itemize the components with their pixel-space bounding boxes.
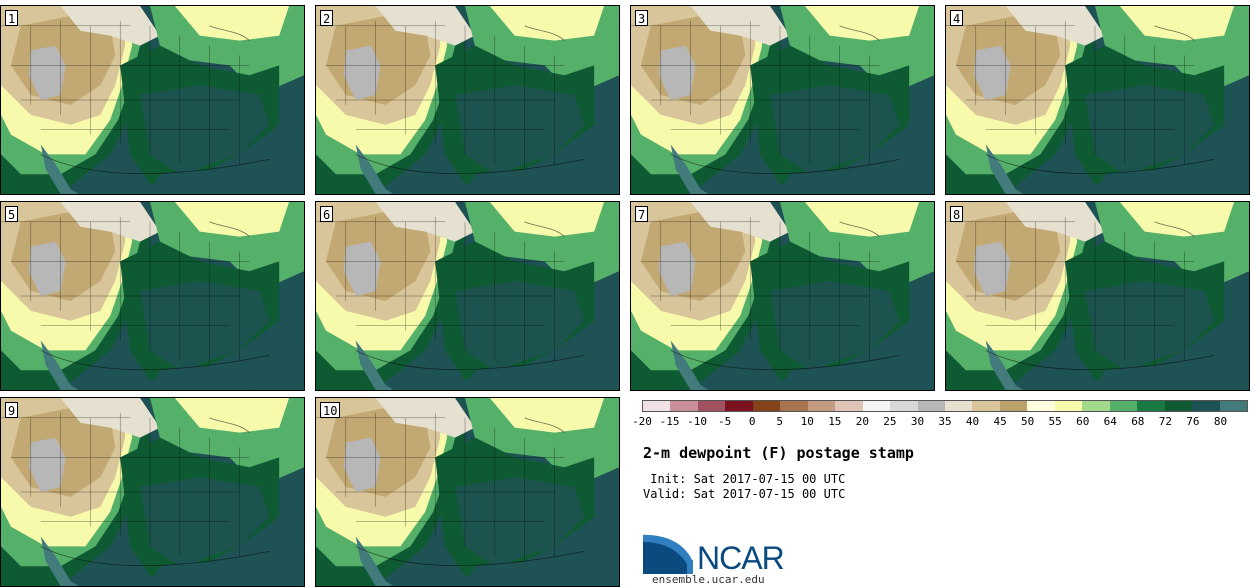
- member-number: 7: [635, 206, 649, 222]
- colorbar-tick-label: -5: [718, 415, 732, 428]
- member-panel-9: 9: [0, 397, 305, 587]
- colorbar-tick-label: 0: [748, 415, 756, 428]
- chart-title: 2-m dewpoint (F) postage stamp: [643, 444, 914, 462]
- dewpoint-map: [631, 202, 934, 390]
- dewpoint-map: [316, 6, 619, 194]
- colorbar-tick-label: 64: [1103, 415, 1117, 428]
- colorbar-tick-label: 30: [910, 415, 925, 428]
- dewpoint-map: [316, 398, 619, 586]
- colorbar-tick-label: 50: [1021, 415, 1035, 428]
- colorbar-tick-label: 25: [883, 415, 897, 428]
- member-number: 3: [635, 10, 649, 26]
- dewpoint-map: [946, 6, 1249, 194]
- dewpoint-map: [631, 6, 934, 194]
- colorbar: [642, 400, 1248, 412]
- colorbar-tick-label: 72: [1158, 415, 1172, 428]
- member-number: 9: [5, 402, 19, 418]
- colorbar-tick-label: -15: [659, 415, 680, 428]
- member-panel-5: 5: [0, 201, 305, 391]
- colorbar-tick-label: 35: [938, 415, 952, 428]
- init-time: Init: Sat 2017-07-15 00 UTC: [643, 472, 846, 486]
- member-number: 4: [950, 10, 964, 26]
- member-panel-10: 10: [315, 397, 620, 587]
- ncar-logo-icon: [643, 533, 694, 574]
- colorbar-tick-label: -20: [632, 415, 652, 428]
- colorbar-tick-label: 60: [1076, 415, 1090, 428]
- member-panel-6: 6: [315, 201, 620, 391]
- member-number: 8: [950, 206, 964, 222]
- dewpoint-map: [1, 398, 304, 586]
- colorbar-tick-label: 20: [855, 415, 869, 428]
- member-panel-4: 4: [945, 5, 1250, 195]
- member-number: 10: [320, 402, 341, 418]
- member-panel-7: 7: [630, 201, 935, 391]
- member-number: 2: [320, 10, 334, 26]
- valid-time: Valid: Sat 2017-07-15 00 UTC: [643, 487, 846, 501]
- colorbar-tick-label: 5: [776, 415, 784, 428]
- member-number: 6: [320, 206, 334, 222]
- member-panel-2: 2: [315, 5, 620, 195]
- colorbar-tick-label: 55: [1048, 415, 1062, 428]
- colorbar-tick-label: 80: [1213, 415, 1228, 428]
- dewpoint-map: [946, 202, 1249, 390]
- member-number: 1: [5, 10, 19, 26]
- member-panel-3: 3: [630, 5, 935, 195]
- colorbar-tick-label: 15: [828, 415, 842, 428]
- dewpoint-map: [1, 202, 304, 390]
- member-number: 5: [5, 206, 19, 222]
- colorbar-tick-label: 76: [1186, 415, 1200, 428]
- dewpoint-map: [1, 6, 304, 194]
- dewpoint-map: [316, 202, 619, 390]
- colorbar-tick-label: 10: [800, 415, 814, 428]
- member-panel-8: 8: [945, 201, 1250, 391]
- site-url: ensemble.ucar.edu: [652, 573, 765, 586]
- colorbar-tick-label: -10: [687, 415, 708, 428]
- ncar-logo-text: NCAR: [697, 540, 785, 576]
- colorbar-tick-label: 68: [1131, 415, 1145, 428]
- member-panel-1: 1: [0, 5, 305, 195]
- colorbar-labels: -20 -15 -10 -5 0 5 10 15 20 25 30 35 40 45 50 55 60 64 68 7…: [628, 415, 1258, 429]
- colorbar-tick-label: 40: [965, 415, 980, 428]
- colorbar-tick-label: 45: [993, 415, 1007, 428]
